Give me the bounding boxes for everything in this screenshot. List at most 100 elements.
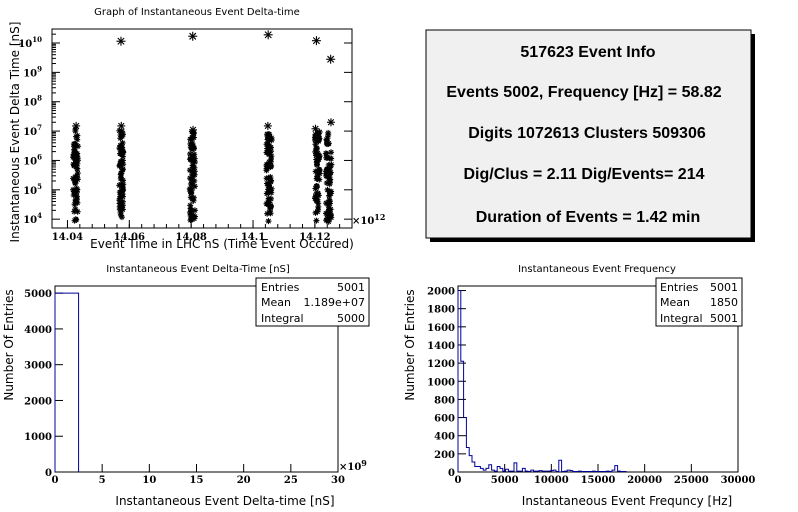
hist-freq-y-tick-label: 1600 bbox=[427, 323, 455, 334]
scatter-point-stroke bbox=[189, 155, 195, 161]
scatter-point-stroke bbox=[72, 153, 78, 159]
scatter-point bbox=[117, 145, 124, 152]
scatter-point-stroke bbox=[328, 206, 334, 212]
scatter-point-stroke bbox=[323, 210, 329, 216]
scatter-point-stroke bbox=[314, 183, 320, 189]
hist-dt-x-tick-label: 25 bbox=[284, 475, 298, 486]
scatter-point-stroke bbox=[315, 138, 322, 144]
scatter-point-stroke bbox=[119, 214, 125, 220]
scatter-point bbox=[71, 217, 78, 224]
scatter-y-tick-label: 104 bbox=[23, 211, 42, 226]
scatter-point bbox=[323, 210, 330, 217]
hist-freq-title: Instantaneous Event Frequency bbox=[518, 264, 676, 275]
info-box bbox=[425, 29, 752, 239]
scatter-point bbox=[268, 195, 275, 202]
scatter-point bbox=[188, 216, 195, 223]
scatter-point-stroke bbox=[192, 159, 198, 165]
hist-dt-y-tick-label: 0 bbox=[45, 468, 52, 479]
scatter-point-stroke bbox=[119, 191, 125, 197]
scatter-x-tick-label: 14.12 bbox=[299, 232, 330, 243]
hist-dt-stat-integral: 5000 bbox=[337, 312, 365, 325]
scatter-outlier-point bbox=[326, 54, 336, 64]
scatter-x-label: Event Time in LHC nS (Time Event Occured… bbox=[90, 237, 354, 251]
scatter-point-stroke bbox=[189, 177, 195, 183]
scatter-x-exponent: ×1012 bbox=[352, 212, 385, 227]
hist-dt-stats-frame bbox=[255, 277, 370, 327]
scatter-point-stroke bbox=[264, 211, 270, 217]
scatter-point bbox=[311, 137, 318, 144]
scatter-point-stroke bbox=[120, 140, 126, 146]
scatter-point-stroke bbox=[119, 133, 125, 139]
scatter-point bbox=[324, 166, 331, 173]
scatter-point-stroke bbox=[188, 190, 194, 196]
scatter-point-stroke bbox=[327, 189, 333, 195]
hist-freq-x-tick-label: 15000 bbox=[581, 475, 616, 486]
hist-dt-stat-entries: 5001 bbox=[337, 281, 365, 294]
scatter-point-stroke bbox=[71, 163, 77, 169]
hist-dt-x-tick-label: 10 bbox=[142, 475, 156, 486]
scatter-point bbox=[189, 125, 198, 134]
scatter-point-stroke bbox=[118, 122, 125, 130]
scatter-point bbox=[187, 188, 194, 195]
scatter-point-stroke bbox=[120, 148, 126, 154]
hist-freq-x-tick-label: 10000 bbox=[534, 475, 569, 486]
hist-freq-x-tick-label: 30000 bbox=[721, 475, 756, 486]
hist-freq-stat-entries: 5001 bbox=[710, 281, 738, 294]
scatter-point bbox=[117, 150, 124, 157]
scatter-point bbox=[313, 175, 320, 182]
scatter-point-stroke bbox=[316, 168, 322, 174]
scatter-point-stroke bbox=[265, 148, 271, 154]
scatter-point bbox=[118, 168, 125, 175]
scatter-point bbox=[119, 184, 126, 191]
hist-freq-stat-label-integral: Integral bbox=[660, 312, 703, 325]
scatter-point-stroke bbox=[323, 200, 329, 206]
scatter-point bbox=[264, 200, 271, 207]
scatter-point-stroke bbox=[73, 185, 79, 192]
scatter-cluster bbox=[322, 118, 335, 225]
scatter-point bbox=[268, 189, 275, 196]
scatter-point-stroke bbox=[268, 203, 274, 209]
scatter-point bbox=[190, 134, 197, 141]
scatter-point bbox=[72, 198, 79, 205]
scatter-point bbox=[117, 209, 124, 216]
scatter-point-stroke bbox=[312, 125, 319, 132]
scatter-y-tick-label: 105 bbox=[23, 182, 42, 197]
scatter-point bbox=[327, 189, 334, 196]
hist-freq-stat-mean: 1850 bbox=[710, 296, 738, 309]
hist-dt-stat-label-integral: Integral bbox=[261, 312, 304, 325]
scatter-y-tick-label: 108 bbox=[23, 94, 42, 109]
info-line-duration: Duration of Events = 1.42 min bbox=[476, 209, 701, 226]
scatter-point bbox=[119, 157, 126, 164]
scatter-point-stroke bbox=[327, 119, 335, 126]
scatter-point-stroke bbox=[267, 207, 273, 213]
hist-dt-x-axis: 0 5 10 15 20 25 30 bbox=[52, 464, 345, 486]
scatter-point-stroke bbox=[75, 170, 81, 176]
scatter-point-stroke bbox=[265, 218, 271, 224]
scatter-point bbox=[315, 154, 322, 161]
scatter-title: Graph of Instantaneous Event Delta-time bbox=[94, 7, 300, 18]
scatter-point-stroke bbox=[117, 162, 123, 168]
scatter-point-stroke bbox=[191, 146, 197, 152]
scatter-point-stroke bbox=[268, 196, 274, 202]
scatter-point-stroke bbox=[190, 183, 196, 189]
scatter-point-stroke bbox=[265, 141, 271, 147]
scatter-point bbox=[190, 182, 197, 189]
hist-freq-bin bbox=[475, 467, 478, 472]
scatter-point bbox=[326, 118, 335, 127]
hist-dt-x-exponent: ×109 bbox=[339, 458, 367, 473]
hist-dt-title: Instantaneous Event Delta-Time [nS] bbox=[106, 264, 290, 275]
hist-dt-y-tick-label: 2000 bbox=[24, 396, 52, 407]
hist-dt-stats-box: Entries 5001 Mean 1.189e+07 Integral 500… bbox=[255, 277, 370, 327]
scatter-point bbox=[117, 121, 126, 130]
hist-freq-y-tick-label: 200 bbox=[434, 450, 455, 461]
scatter-point bbox=[190, 172, 197, 179]
scatter-outlier-point-stroke bbox=[189, 32, 197, 40]
scatter-clusters bbox=[70, 118, 335, 225]
scatter-point-stroke bbox=[314, 176, 320, 182]
hist-dt-x-tick-label: 20 bbox=[237, 475, 251, 486]
scatter-point bbox=[263, 121, 272, 130]
scatter-cluster bbox=[116, 121, 127, 221]
scatter-point bbox=[116, 197, 123, 204]
scatter-point-stroke bbox=[191, 151, 197, 157]
scatter-point-stroke bbox=[187, 151, 193, 157]
